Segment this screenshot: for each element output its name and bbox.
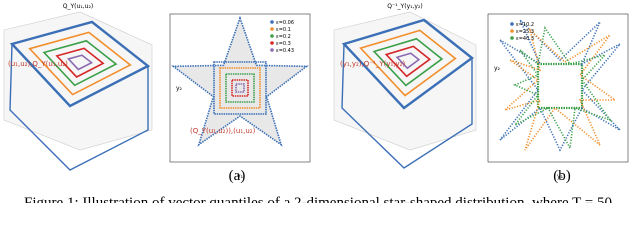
axes-frame (169, 13, 311, 163)
legend: ε=0.06ε=0.1ε=0.2ε=0.3ε=0.43 (270, 20, 294, 54)
contour (213, 61, 267, 115)
legend-label: ε=25.3 (516, 29, 534, 35)
legend-label: ε=10.2 (516, 22, 534, 28)
x-axis-label: y₁ (557, 173, 564, 180)
contour (231, 79, 249, 97)
legend-swatch (510, 36, 514, 40)
contour (235, 83, 245, 93)
star-outline (171, 15, 309, 147)
legend-swatch (270, 27, 274, 31)
contour (55, 47, 105, 78)
legend-swatch (270, 48, 274, 52)
contour (42, 39, 118, 87)
legend: ε=10.2ε=25.3ε=40.3 (510, 22, 534, 42)
panel-title: Q⁻¹_Y(y₁,y₂) (387, 3, 422, 10)
legend-swatch (270, 20, 274, 24)
contour (395, 52, 421, 70)
figure-page: Q_Y(u₁,u₂) (u₁,u₂),Q_Y(u₁,u₂) Q⁻¹_Y(y₁,y… (3, 3, 629, 203)
legend-swatch (270, 41, 274, 45)
contour (512, 25, 613, 151)
annotation: (y₁,y₂),Q⁻¹_Y(y₁,y₂) (340, 60, 405, 68)
panel-title: Q_Y(u₁,u₂) (63, 3, 93, 10)
legend-label: ε=0.3 (276, 41, 291, 47)
legend-swatch (270, 34, 274, 38)
legend-label: ε=0.2 (276, 34, 291, 40)
contour (504, 27, 618, 151)
contour (359, 29, 457, 97)
y-axis-label: y₂ (494, 65, 501, 72)
legend-label: ε=40.3 (516, 36, 534, 42)
contour (66, 54, 94, 71)
legend-swatch (510, 22, 514, 26)
y-axis-label: y₂ (176, 85, 183, 92)
x-axis-label: y₁ (237, 173, 244, 180)
legend-label: ε=0.43 (276, 48, 294, 54)
contour (372, 37, 444, 87)
sublabel: (b) (553, 168, 571, 184)
legend-label: ε=0.06 (276, 20, 294, 26)
axes-frame (487, 13, 629, 163)
contour (219, 67, 261, 109)
contour (225, 73, 255, 103)
legend-swatch (510, 29, 514, 33)
contour (536, 62, 584, 110)
figure: Q_Y(u₁,u₂) (u₁,u₂),Q_Y(u₁,u₂) Q⁻¹_Y(y₁,y… (3, 3, 629, 203)
caption: Figure 1: Illustration of vector quantil… (24, 195, 612, 203)
legend-label: ε=0.1 (276, 27, 291, 33)
quantile-contours (9, 15, 621, 171)
surface-edge (341, 43, 473, 169)
surface-edge (9, 43, 149, 171)
contour (384, 45, 432, 78)
contour (28, 31, 132, 96)
annotation: (u₁,u₂),Q_Y(u₁,u₂) (8, 60, 68, 68)
sublabel: (a) (229, 168, 246, 184)
annotation: (Q_Y(u₁,u₂)),(u₁,u₂) (190, 127, 256, 135)
